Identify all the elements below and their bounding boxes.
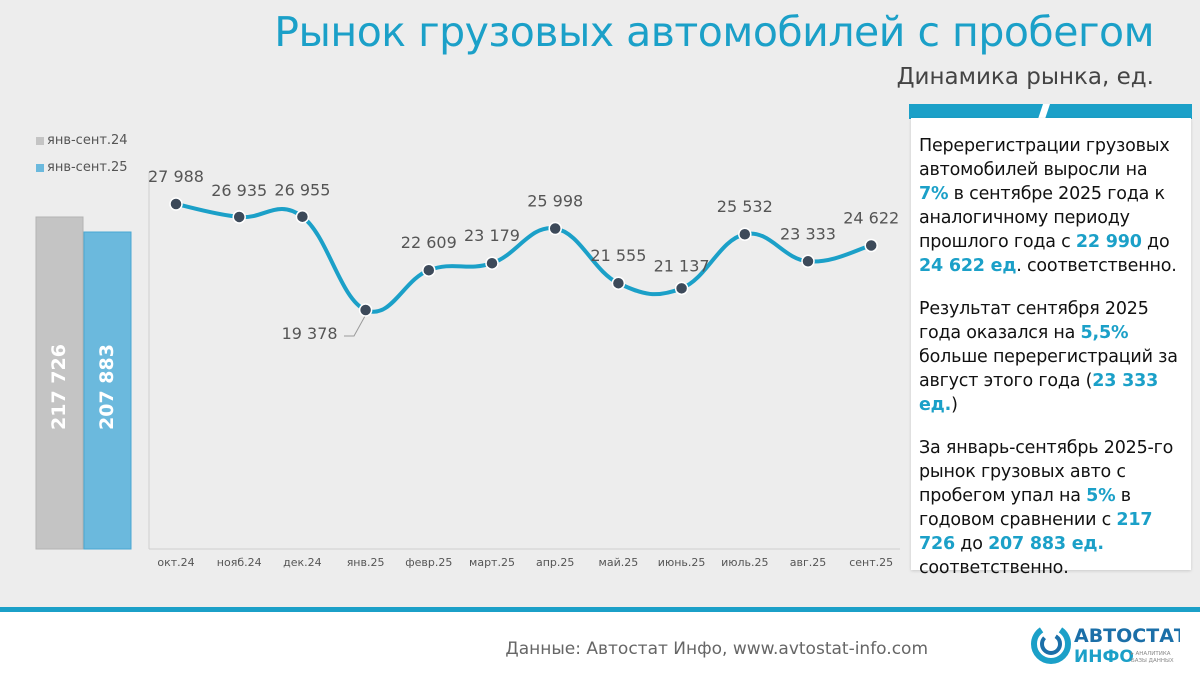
bar bbox=[35, 216, 84, 550]
x-tick-label: апр.25 bbox=[536, 556, 574, 569]
legend-swatch-2025 bbox=[36, 163, 44, 172]
info-box-header-bar bbox=[909, 104, 1192, 119]
data-label: 23 179 bbox=[464, 226, 520, 245]
bar-value-label: 217 726 bbox=[48, 344, 70, 430]
leader-line bbox=[344, 314, 367, 337]
x-tick-label: дек.24 bbox=[283, 556, 322, 569]
info-box: Перерегистрации грузовых автомобилей выр… bbox=[911, 118, 1191, 578]
data-point bbox=[232, 210, 246, 224]
data-label: 25 998 bbox=[527, 191, 583, 210]
info-text: Результат сентября 2025 года оказался на bbox=[919, 299, 1149, 343]
info-text: в сентябре 2025 года к аналогичному пери… bbox=[919, 184, 1165, 252]
data-point bbox=[611, 276, 626, 290]
x-tick-label: нояб.24 bbox=[217, 556, 262, 569]
highlight-value: 5% bbox=[1086, 486, 1116, 506]
highlight-value: 24 622 ед bbox=[919, 256, 1017, 276]
data-point bbox=[674, 281, 689, 296]
data-point bbox=[169, 197, 183, 211]
footer-accent-line bbox=[0, 607, 1200, 612]
info-paragraph-1: Перерегистрации грузовых автомобилей выр… bbox=[919, 134, 1179, 278]
highlight-value: 207 883 ед. bbox=[988, 534, 1104, 554]
data-label: 21 137 bbox=[654, 256, 710, 275]
data-label: 22 609 bbox=[401, 233, 457, 252]
slash-mark-icon bbox=[1038, 104, 1050, 119]
x-tick-label: авг.25 bbox=[790, 556, 827, 569]
legend-item-2024: янв-сент.24 bbox=[36, 127, 128, 154]
data-point bbox=[738, 227, 752, 241]
data-source: Данные: Автостат Инфо, www.avtostat-info… bbox=[505, 639, 928, 659]
x-tick-label: июль.25 bbox=[721, 556, 768, 569]
data-point bbox=[548, 221, 562, 236]
x-tick-label: июнь.25 bbox=[658, 556, 706, 569]
logo-text-sub: ИНФО bbox=[1074, 647, 1134, 667]
highlight-value: 217 726 bbox=[919, 510, 1153, 554]
info-paragraph-2: Результат сентября 2025 года оказался на… bbox=[919, 297, 1179, 417]
data-label: 23 333 bbox=[780, 224, 836, 243]
info-text: больше перерегистраций за август этого г… bbox=[919, 347, 1178, 391]
legend: янв-сент.24 янв-сент.25 bbox=[36, 127, 128, 181]
legend-label-2025: янв-сент.25 bbox=[47, 160, 128, 175]
info-text: За январь-сентябрь 2025-го рынок грузовы… bbox=[919, 438, 1174, 506]
highlight-value: 23 333 ед. bbox=[919, 371, 1159, 415]
data-point bbox=[801, 254, 815, 269]
page-title: Рынок грузовых автомобилей с пробегом bbox=[274, 8, 1154, 56]
info-text: . соответственно. bbox=[1016, 256, 1177, 276]
info-paragraph-3: За январь-сентябрь 2025-го рынок грузовы… bbox=[919, 436, 1179, 580]
x-tick-label: окт.24 bbox=[157, 556, 194, 569]
data-label: 21 555 bbox=[590, 246, 646, 265]
series-line bbox=[174, 202, 874, 314]
data-label: 27 988 bbox=[148, 167, 204, 186]
x-tick-label: янв.25 bbox=[347, 556, 385, 569]
info-text: до bbox=[954, 534, 989, 554]
data-point bbox=[485, 256, 499, 270]
info-text: до bbox=[1141, 232, 1170, 252]
bar-value-label: 207 883 bbox=[96, 344, 118, 430]
bar bbox=[83, 231, 132, 550]
legend-label-2024: янв-сент.24 bbox=[47, 133, 128, 148]
x-tick-label: февр.25 bbox=[405, 556, 452, 569]
footer bbox=[0, 612, 1200, 679]
highlight-value: 7% bbox=[919, 184, 949, 204]
chart: 217 726 207 883 27 988 26 935 26 955 19 378 22… bbox=[35, 167, 900, 569]
legend-item-2025: янв-сент.25 bbox=[36, 154, 128, 181]
page-subtitle: Динамика рынка, ед. bbox=[896, 64, 1154, 90]
data-point bbox=[864, 238, 878, 253]
logo-text-main: АВТОСТАТ bbox=[1074, 625, 1180, 647]
autostat-logo: АВТОСТАТ ИНФО ▸ АНАЛИТИКА БАЗЫ ДАННЫХ bbox=[1031, 624, 1180, 667]
data-label: 26 935 bbox=[211, 181, 267, 200]
info-text: Перерегистрации грузовых автомобилей выр… bbox=[919, 136, 1170, 180]
x-tick-label: май.25 bbox=[599, 556, 639, 569]
data-label: 19 378 bbox=[282, 324, 338, 343]
legend-swatch-2024 bbox=[36, 136, 44, 145]
data-label: 26 955 bbox=[274, 181, 330, 200]
highlight-value: 5,5% bbox=[1080, 323, 1129, 343]
info-text: ) bbox=[951, 395, 958, 415]
data-label: 25 532 bbox=[717, 197, 773, 216]
highlight-value: 22 990 bbox=[1075, 232, 1142, 252]
x-tick-label: сент.25 bbox=[849, 556, 893, 569]
data-point bbox=[295, 209, 310, 224]
data-label: 24 622 bbox=[843, 208, 899, 227]
info-text: в годовом сравнении с bbox=[919, 486, 1131, 530]
data-point bbox=[422, 263, 436, 277]
data-point bbox=[358, 303, 373, 317]
logo-tag-2: БАЗЫ ДАННЫХ bbox=[1131, 658, 1174, 664]
x-tick-label: март.25 bbox=[469, 556, 515, 569]
info-text: соответственно. bbox=[919, 558, 1069, 578]
logo-tag-1: ▸ АНАЛИТИКА bbox=[1131, 651, 1171, 657]
